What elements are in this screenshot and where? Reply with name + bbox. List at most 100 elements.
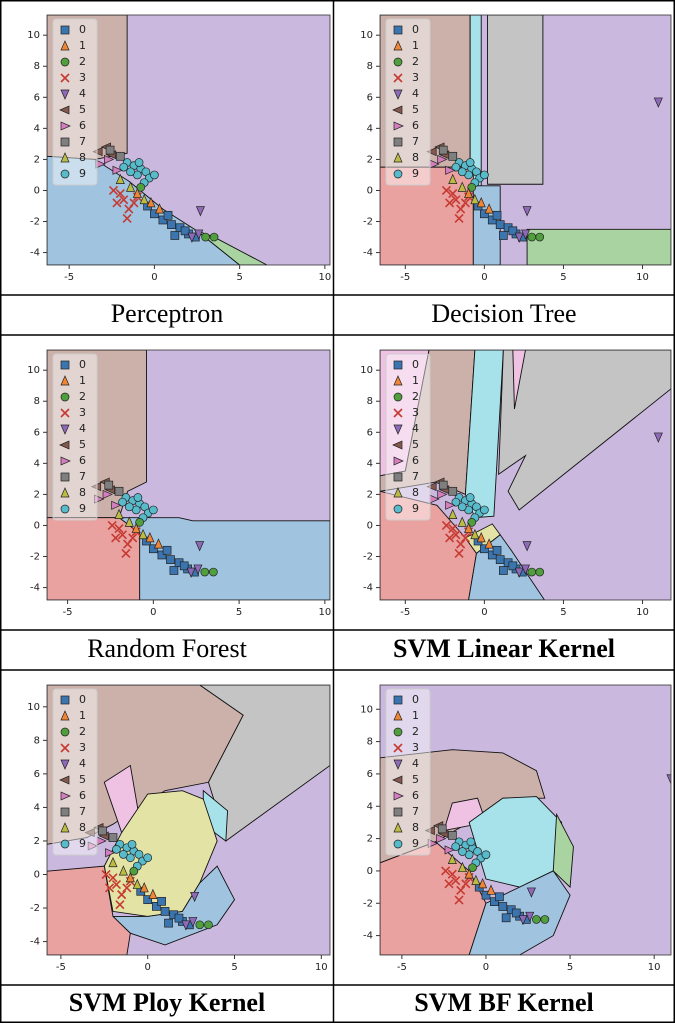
data-point — [87, 841, 99, 851]
plot-panel: -5 0 5 10 -4 -2 0 2 4 6 8 10 0 1 2 3 4 5 6 7 8 9 — [27, 14, 332, 283]
data-point — [138, 528, 148, 540]
y-tick-label: 4 — [34, 123, 40, 134]
x-tick-label: -5 — [400, 607, 410, 618]
y-tick-label: -4 — [30, 937, 40, 948]
legend-label: 5 — [412, 773, 419, 786]
data-point — [653, 432, 663, 443]
caption: Perceptron — [111, 299, 224, 328]
legend-label: 9 — [79, 167, 86, 180]
data-point — [525, 911, 535, 923]
data-point — [454, 548, 464, 558]
data-point — [526, 887, 536, 898]
data-point — [437, 489, 448, 499]
data-point — [139, 193, 149, 205]
data-point — [480, 505, 489, 515]
data-point — [451, 530, 461, 540]
data-point — [448, 524, 458, 534]
legend-label: 1 — [79, 709, 86, 722]
data-point — [118, 865, 128, 876]
data-point — [514, 567, 524, 578]
legend-marker — [60, 137, 70, 147]
legend-marker — [60, 121, 71, 131]
legend-label: 6 — [412, 119, 419, 132]
y-tick-label: 6 — [367, 427, 373, 438]
legend-marker — [60, 839, 70, 849]
data-point — [132, 187, 142, 198]
decision-region — [526, 228, 671, 265]
data-point — [520, 229, 531, 240]
legend-label: 4 — [79, 87, 86, 100]
data-point — [501, 913, 511, 923]
legend-marker — [60, 360, 70, 370]
data-point — [126, 167, 135, 177]
decision-region — [117, 517, 330, 600]
x-tick-label: 10 — [319, 272, 332, 283]
data-point — [201, 232, 210, 242]
y-tick-label: -4 — [363, 931, 373, 942]
y-tick-label: 2 — [34, 154, 40, 165]
data-point — [498, 902, 508, 911]
legend-marker — [60, 40, 70, 51]
data-point — [468, 863, 477, 873]
y-tick-label: 8 — [367, 737, 373, 748]
legend-label: 2 — [79, 725, 86, 738]
legend-marker — [60, 695, 70, 705]
data-point — [480, 209, 489, 219]
y-tick-label: 8 — [367, 396, 373, 407]
decision-region — [498, 350, 671, 511]
data-point — [535, 567, 545, 577]
y-tick-label: 6 — [367, 769, 373, 780]
data-point — [484, 538, 494, 549]
legend-label: 7 — [412, 470, 419, 483]
data-point — [532, 915, 541, 924]
axes-frame — [46, 349, 331, 601]
data-point — [104, 883, 115, 893]
data-point — [448, 173, 458, 184]
legend-label: 4 — [79, 422, 86, 435]
data-point — [445, 533, 455, 543]
data-point — [114, 508, 124, 519]
data-point — [456, 539, 466, 549]
data-point — [540, 915, 550, 924]
legend-label: 2 — [412, 55, 419, 68]
y-tick-label: 0 — [34, 185, 40, 196]
legend-label: 2 — [79, 390, 86, 403]
legend-label: 8 — [412, 151, 419, 164]
data-point — [167, 220, 176, 229]
legend-marker — [393, 25, 403, 35]
data-point — [499, 231, 508, 240]
data-point — [447, 831, 457, 840]
data-point — [143, 895, 153, 905]
axes-frame — [46, 14, 331, 266]
data-point — [174, 913, 184, 923]
data-point — [445, 165, 456, 175]
data-point — [160, 907, 170, 916]
legend-label: 7 — [79, 805, 86, 818]
data-point — [438, 480, 448, 490]
data-point — [193, 564, 203, 575]
data-point — [481, 890, 491, 900]
data-point — [111, 533, 121, 543]
y-tick-label: -2 — [363, 217, 373, 228]
legend-marker — [393, 89, 403, 100]
legend-marker — [392, 775, 403, 785]
data-point — [117, 890, 127, 900]
legend-marker — [59, 775, 70, 785]
data-point — [457, 502, 467, 512]
legend-box — [385, 18, 431, 186]
data-point — [111, 500, 122, 510]
decision-region — [512, 350, 526, 410]
y-tick-label: 2 — [34, 836, 40, 847]
data-point — [200, 567, 210, 577]
data-point — [129, 198, 139, 208]
data-point — [527, 232, 537, 242]
legend-label: 8 — [412, 821, 419, 834]
legend-marker — [60, 392, 70, 402]
y-tick-label: 10 — [360, 365, 373, 376]
legend-label: 9 — [412, 837, 419, 850]
legend-marker — [393, 40, 403, 51]
data-point — [112, 198, 122, 208]
legend-label: 1 — [412, 374, 419, 387]
data-point — [471, 874, 481, 885]
